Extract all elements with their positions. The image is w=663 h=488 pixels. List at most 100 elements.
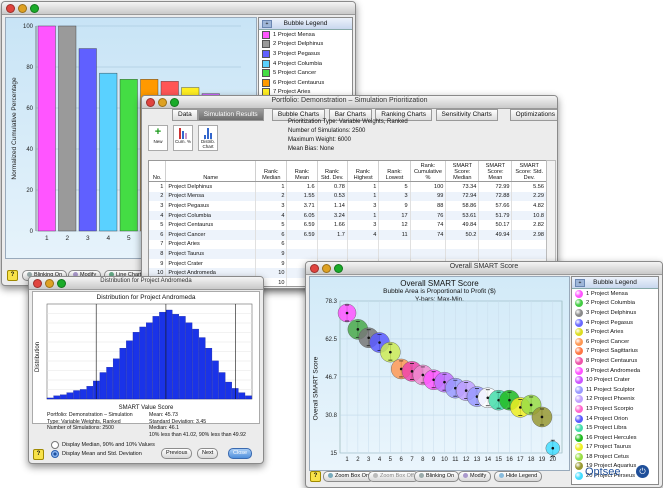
legend-item[interactable]: 1 Project Mensa — [259, 30, 352, 40]
close-window-icon[interactable] — [146, 98, 155, 107]
zoom-window-icon[interactable] — [30, 4, 39, 13]
table-row[interactable]: 4 Project Columbia 4 6.05 3.24 1 17 76 53.61 51.7… — [149, 210, 547, 221]
bubble-chart-subtitle-2: Y-bars: Max-Min. — [415, 296, 464, 303]
blinking-on-button[interactable]: Blinking On — [414, 471, 460, 482]
legend-pin-icon[interactable]: + — [262, 20, 272, 28]
zoom-box-off-button[interactable]: Zoom Box Off — [368, 471, 419, 482]
column-header[interactable]: Rank: Highest — [347, 161, 380, 182]
tab-bar-charts[interactable]: Bar Charts — [328, 109, 372, 121]
tab-data[interactable]: Data — [172, 109, 198, 121]
bar[interactable] — [58, 25, 77, 232]
column-header[interactable]: SMART Score: Std. Dev. — [511, 161, 547, 182]
legend-item[interactable]: 9 Project Andromeda — [572, 366, 658, 376]
column-header[interactable]: Rank: Std. Dev. — [317, 161, 348, 182]
legend-item[interactable]: 11 Project Sculptor — [572, 385, 658, 395]
radio-selected-icon[interactable] — [51, 450, 59, 458]
option-mean[interactable]: Display Mean and Std. Deviation — [51, 450, 142, 458]
window-titlebar[interactable]: Overall SMART Score — [306, 262, 662, 275]
legend-item[interactable]: 13 Project Scorpio — [572, 404, 658, 414]
tab-optimizations[interactable]: Optimizations — [509, 109, 557, 121]
distribution-chart-button[interactable]: Distrib. Chart — [198, 125, 218, 151]
minimize-window-icon[interactable] — [45, 279, 54, 288]
column-header[interactable]: Rank: Lowest — [378, 161, 411, 182]
table-row[interactable]: 6 Project Cancer 6 6.59 1.7 4 11 74 50.2 49.94 2.9… — [149, 229, 547, 240]
close-window-icon[interactable] — [33, 279, 42, 288]
tab-bubble-charts[interactable]: Bubble Charts — [271, 109, 326, 121]
legend-item[interactable]: 2 Project Columbia — [572, 299, 658, 309]
modify-button[interactable]: Modify — [458, 471, 492, 482]
close-window-icon[interactable] — [310, 264, 319, 273]
bar[interactable] — [78, 48, 97, 232]
table-row[interactable]: 2 Project Mensa 2 1.55 0.53 1 3 99 72.94 72.88 2.2… — [149, 191, 547, 202]
legend-item[interactable]: 10 Project Crater — [572, 375, 658, 385]
zoom-window-icon[interactable] — [334, 264, 343, 273]
radio-unselected-icon[interactable] — [51, 441, 59, 449]
help-button[interactable]: ? — [33, 449, 44, 460]
close-button[interactable]: Close — [228, 448, 253, 459]
table-row[interactable]: 1 Project Delphinus 1 1.6 0.78 1 5 100 73.34 72.9… — [149, 181, 547, 192]
column-header[interactable]: Rank: Median — [255, 161, 288, 182]
legend-item[interactable]: 20 Project Perseus — [572, 471, 658, 481]
close-window-icon[interactable] — [6, 4, 15, 13]
hide-legend-button[interactable]: Hide Legend — [494, 471, 543, 482]
legend-item[interactable]: 5 Project Aries — [572, 327, 658, 337]
minimize-window-icon[interactable] — [18, 4, 27, 13]
table-row[interactable]: 3 Project Pegasus 3 3.71 1.14 3 9 88 58.86 57.66 4… — [149, 201, 547, 211]
power-icon[interactable]: ⏻ — [636, 465, 649, 478]
bar-chart-icon — [174, 126, 192, 139]
column-header[interactable]: SMART Score: Mean — [478, 161, 513, 182]
legend-item[interactable]: 12 Project Phoenix — [572, 395, 658, 405]
minimize-window-icon[interactable] — [158, 98, 167, 107]
column-header[interactable]: Rank: Cumulative % — [410, 161, 447, 182]
tab-sensitivity-charts[interactable]: Sensitivity Charts — [435, 109, 498, 121]
previous-button[interactable]: Previous — [161, 448, 193, 459]
zoom-box-on-button[interactable]: Zoom Box On — [323, 471, 374, 482]
table-row[interactable]: 5 Project Centaurus 5 6.59 1.66 3 12 74 49.84 50.… — [149, 220, 547, 230]
column-header[interactable]: No. — [149, 161, 167, 182]
legend-item[interactable]: 7 Project Sagittarius — [572, 347, 658, 357]
help-button[interactable]: ? — [7, 270, 18, 281]
histogram-xlabel: SMART Value Score — [118, 405, 174, 411]
legend-item[interactable]: 19 Project Aquarius — [572, 462, 658, 472]
option-median[interactable]: Display Median, 90% and 10% Values — [51, 441, 155, 449]
legend-pin-icon[interactable]: + — [575, 279, 585, 287]
table-cell — [378, 249, 411, 259]
zoom-window-icon[interactable] — [170, 98, 179, 107]
cumulative-percent-button[interactable]: Cum. % — [173, 125, 193, 151]
column-header[interactable]: SMART Score: Median — [445, 161, 480, 182]
bar[interactable] — [37, 25, 56, 232]
window-titlebar[interactable] — [2, 2, 355, 15]
table-row[interactable]: 8 Project Taurus 9 — [149, 249, 547, 259]
help-button[interactable]: ? — [310, 471, 321, 482]
tab-ranking-charts[interactable]: Ranking Charts — [375, 109, 433, 121]
legend-item[interactable]: 1 Project Mensa — [572, 289, 658, 299]
legend-item[interactable]: 6 Project Centaurus — [259, 78, 352, 88]
legend-item[interactable]: 4 Project Columbia — [259, 59, 352, 69]
legend-item[interactable]: 5 Project Cancer — [259, 68, 352, 78]
column-header[interactable]: Rank: Mean — [286, 161, 318, 182]
legend-item[interactable]: 2 Project Delphinus — [259, 40, 352, 50]
table-row[interactable]: 7 Project Aries 6 — [149, 239, 547, 250]
tab-simulation-results[interactable]: Simulation Results — [197, 109, 264, 121]
legend-item[interactable]: 6 Project Cancer — [572, 337, 658, 347]
minimize-window-icon[interactable] — [322, 264, 331, 273]
histogram-bar — [165, 309, 173, 400]
legend-item[interactable]: 4 Project Pegasus — [572, 318, 658, 328]
column-header[interactable]: Name — [165, 161, 257, 182]
legend-item[interactable]: 16 Project Hercules — [572, 433, 658, 443]
window-titlebar[interactable]: Portfolio: Demonstration – Simulation Pr… — [142, 96, 557, 109]
bar[interactable] — [99, 72, 118, 232]
legend-item[interactable]: 14 Project Orion — [572, 414, 658, 424]
legend-item-label: 7 Project Aries — [273, 89, 311, 96]
legend-item[interactable]: 18 Project Cetus — [572, 452, 658, 462]
legend-item[interactable]: 3 Project Pegasus — [259, 49, 352, 59]
next-button[interactable]: Next — [197, 448, 219, 459]
legend-item[interactable]: 17 Project Taurus — [572, 443, 658, 453]
legend-item[interactable]: 8 Project Centaurus — [572, 356, 658, 366]
zoom-window-icon[interactable] — [57, 279, 66, 288]
window-titlebar[interactable]: Distribution for Project Andromeda — [29, 277, 263, 290]
legend-item[interactable]: 15 Project Libra — [572, 423, 658, 433]
bar[interactable] — [119, 79, 138, 232]
legend-item[interactable]: 3 Project Delphinus — [572, 308, 658, 318]
new-button[interactable]: + New — [148, 125, 168, 151]
